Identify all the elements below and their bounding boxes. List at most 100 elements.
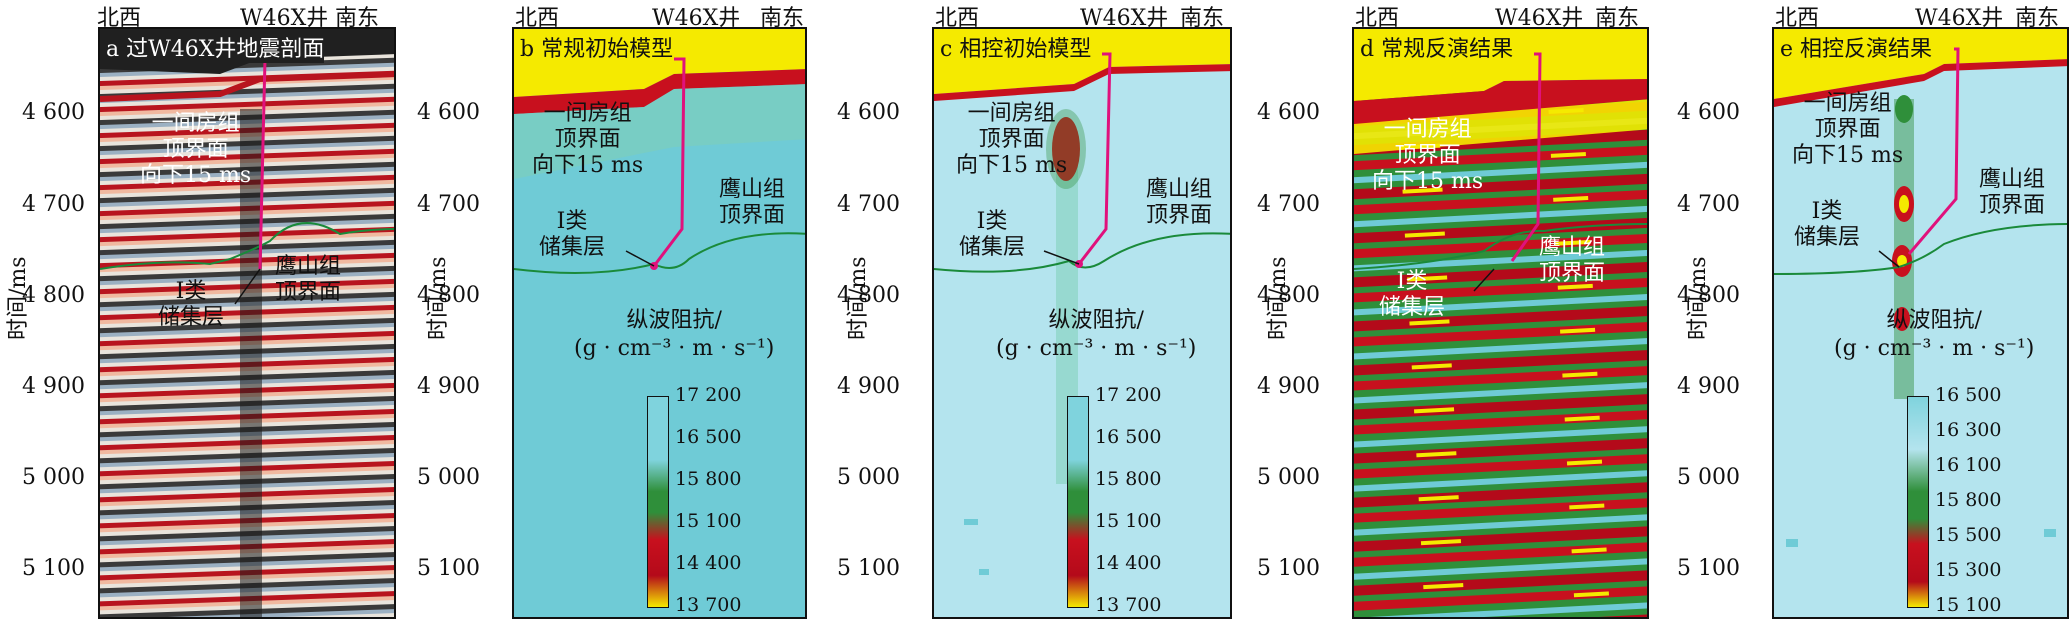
colorbar-title: 纵波阻抗/(g · cm⁻³ · m · s⁻¹) <box>574 308 775 361</box>
colorbar-title: 纵波阻抗/(g · cm⁻³ · m · s⁻¹) <box>996 308 1197 361</box>
colorbar-tick: 14 400 <box>1095 552 1162 574</box>
panel-title: c 相控初始模型 <box>940 31 1092 63</box>
colorbar-title: 纵波阻抗/(g · cm⁻³ · m · s⁻¹) <box>1834 308 2035 361</box>
label-well: W46X井 <box>240 6 329 31</box>
plot-e: e 相控反演结果 一间房组 顶界面 向下15 ms 鹰山组 顶界面 Ⅰ类 储集层 纵波阻… <box>1772 27 2069 619</box>
panel-title: a 过W46X井地震剖面 <box>106 31 325 63</box>
panel-title: e 相控反演结果 <box>1780 31 1933 63</box>
annotation-yingshan: 鹰山组 顶界面 <box>1979 167 2046 218</box>
y-tick: 4 800 <box>837 283 900 308</box>
label-well: W46X井 <box>1915 6 2004 31</box>
annotation-reservoir: Ⅰ类 储集层 <box>158 279 225 330</box>
colorbar-tick: 15 100 <box>675 510 742 532</box>
y-tick: 4 700 <box>1257 192 1320 217</box>
label-well: W46X井 <box>652 6 741 31</box>
y-tick: 4 900 <box>1257 374 1320 399</box>
annotation-reservoir: Ⅰ类 储集层 <box>959 209 1026 260</box>
colorbar-gradient <box>647 396 669 608</box>
colorbar-gradient <box>1067 396 1089 608</box>
label-west: 北西 <box>97 6 142 31</box>
y-tick: 5 000 <box>1677 465 1740 490</box>
y-tick: 5 100 <box>22 556 85 581</box>
plot-b: b 常规初始模型 一间房组 顶界面 向下15 ms 鹰山组 顶界面 Ⅰ类 储集层 纵波阻… <box>512 27 807 619</box>
colorbar-tick: 15 500 <box>1935 524 2002 546</box>
label-east: 南东 <box>2015 6 2060 31</box>
y-tick: 4 800 <box>1257 283 1320 308</box>
y-tick: 4 900 <box>1677 374 1740 399</box>
y-tick: 4 600 <box>1257 100 1320 125</box>
colorbar-gradient <box>1907 396 1929 608</box>
panel-c: 时间/ms 4 600 4 700 4 800 4 900 5 000 5 10… <box>837 0 1232 625</box>
colorbar-tick: 15 100 <box>1935 594 2002 616</box>
annotation-yingshan: 鹰山组 顶界面 <box>1539 235 1606 286</box>
panel-b: 时间/ms 4 600 4 700 4 800 4 900 5 000 5 10… <box>417 0 807 625</box>
annotation-yingshan: 鹰山组 顶界面 <box>719 177 786 228</box>
label-east: 南东 <box>760 6 805 31</box>
colorbar-tick: 16 100 <box>1935 454 2002 476</box>
label-west: 北西 <box>935 6 980 31</box>
y-tick: 4 600 <box>1677 100 1740 125</box>
colorbar-tick: 14 400 <box>675 552 742 574</box>
y-tick: 4 800 <box>1677 283 1740 308</box>
panel-title: d 常规反演结果 <box>1360 31 1514 63</box>
y-tick: 4 900 <box>22 374 85 399</box>
y-tick: 4 600 <box>22 100 85 125</box>
y-tick: 4 700 <box>22 192 85 217</box>
y-tick: 5 000 <box>417 465 480 490</box>
label-well: W46X井 <box>1495 6 1584 31</box>
plot-d: d 常规反演结果 一间房组 顶界面 向下15 ms 鹰山组 顶界面 Ⅰ类 储集层 <box>1352 27 1649 619</box>
label-west: 北西 <box>1355 6 1400 31</box>
label-east: 南东 <box>1180 6 1225 31</box>
colorbar-tick: 15 800 <box>1935 489 2002 511</box>
y-tick: 4 700 <box>417 192 480 217</box>
colorbar-tick: 16 500 <box>1935 384 2002 406</box>
inversion-d <box>1354 29 1647 617</box>
label-east: 南东 <box>1595 6 1640 31</box>
colorbar-tick: 17 200 <box>1095 384 1162 406</box>
colorbar-tick: 16 500 <box>1095 426 1162 448</box>
plot-c: c 相控初始模型 一间房组 顶界面 向下15 ms 鹰山组 顶界面 Ⅰ类 储集层 纵波阻… <box>932 27 1232 619</box>
y-tick: 4 900 <box>837 374 900 399</box>
y-tick: 5 000 <box>837 465 900 490</box>
colorbar-tick: 15 100 <box>1095 510 1162 532</box>
annotation-reservoir: Ⅰ类 储集层 <box>1794 199 1861 250</box>
colorbar-tick: 13 700 <box>675 594 742 616</box>
label-west: 北西 <box>1775 6 1820 31</box>
label-well: W46X井 <box>1080 6 1169 31</box>
y-tick: 4 700 <box>837 192 900 217</box>
colorbar-tick: 15 300 <box>1935 559 2002 581</box>
y-tick: 5 100 <box>1257 556 1320 581</box>
colorbar-tick: 15 800 <box>1095 468 1162 490</box>
annotation-yingshan: 鹰山组 顶界面 <box>275 254 342 305</box>
annotation-reservoir: Ⅰ类 储集层 <box>539 209 606 260</box>
annotation-top-boundary: 一间房组 顶界面 向下15 ms <box>140 111 252 188</box>
y-tick: 4 600 <box>417 100 480 125</box>
model-b <box>514 29 805 617</box>
panel-title: b 常规初始模型 <box>520 31 674 63</box>
colorbar-tick: 17 200 <box>675 384 742 406</box>
annotation-top-boundary: 一间房组 顶界面 向下15 ms <box>1372 117 1484 194</box>
y-tick: 5 000 <box>1257 465 1320 490</box>
label-west: 北西 <box>515 6 560 31</box>
y-tick: 5 000 <box>22 465 85 490</box>
panel-e: 时间/ms 4 600 4 700 4 800 4 900 5 000 5 10… <box>1677 0 2069 625</box>
y-tick: 4 600 <box>837 100 900 125</box>
colorbar-tick: 16 500 <box>675 426 742 448</box>
panel-a: 时间/ms 4 600 4 700 4 800 4 900 5 000 5 10… <box>0 0 396 625</box>
y-tick: 4 700 <box>1677 192 1740 217</box>
colorbar-tick: 15 800 <box>675 468 742 490</box>
annotation-top-boundary: 一间房组 顶界面 向下15 ms <box>532 101 644 178</box>
annotation-top-boundary: 一间房组 顶界面 向下15 ms <box>1792 91 1904 168</box>
annotation-top-boundary: 一间房组 顶界面 向下15 ms <box>956 101 1068 178</box>
y-tick: 5 100 <box>1677 556 1740 581</box>
y-tick: 4 800 <box>22 283 85 308</box>
annotation-yingshan: 鹰山组 顶界面 <box>1146 177 1213 228</box>
plot-a: a 过W46X井地震剖面 一间房组 顶界面 向下15 ms 鹰山组 顶界面 Ⅰ类 储集层 <box>98 27 396 619</box>
y-tick: 5 100 <box>417 556 480 581</box>
colorbar-tick: 16 300 <box>1935 419 2002 441</box>
y-tick: 4 900 <box>417 374 480 399</box>
label-east: 南东 <box>335 6 380 31</box>
panel-d: 时间/ms 4 600 4 700 4 800 4 900 5 000 5 10… <box>1257 0 1649 625</box>
y-tick: 5 100 <box>837 556 900 581</box>
y-tick: 4 800 <box>417 283 480 308</box>
